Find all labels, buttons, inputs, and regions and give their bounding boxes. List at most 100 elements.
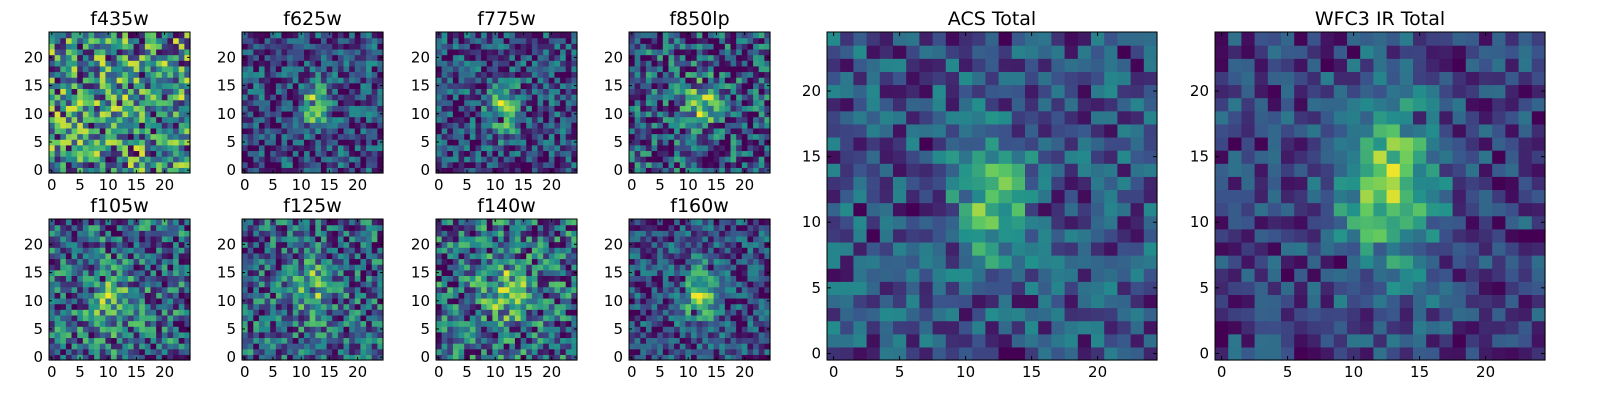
heatmap-cell <box>320 269 328 276</box>
heatmap-cell <box>247 264 254 271</box>
heatmap-cell <box>173 258 180 265</box>
heatmap-cell <box>105 224 112 231</box>
heatmap-cell <box>629 139 636 146</box>
heatmap-cell <box>679 139 686 146</box>
heatmap-cell <box>560 161 567 168</box>
heatmap-cell <box>116 292 123 299</box>
heatmap-cell <box>537 88 544 95</box>
heatmap-cell <box>54 348 61 355</box>
heatmap-cell <box>629 43 636 50</box>
heatmap-cell <box>371 235 378 243</box>
heatmap-cell <box>458 82 465 89</box>
heatmap-cell <box>741 303 749 310</box>
heatmap-cell <box>354 156 362 163</box>
heatmap-cell <box>298 82 305 89</box>
heatmap-cell <box>144 43 152 50</box>
heatmap-cell <box>349 60 356 67</box>
heatmap-cell <box>691 116 698 123</box>
heatmap-cell <box>366 219 373 226</box>
heatmap-cell <box>258 252 266 260</box>
heatmap-cell <box>275 133 283 140</box>
heatmap-cell <box>139 77 146 84</box>
heatmap-cell <box>679 110 686 118</box>
heatmap-cell <box>320 331 328 339</box>
heatmap-cell <box>65 71 73 78</box>
heatmap-cell <box>139 54 146 61</box>
heatmap-cell <box>65 286 73 293</box>
heatmap-cell <box>537 354 544 361</box>
heatmap-cell <box>554 303 561 310</box>
heatmap-cell <box>366 127 373 135</box>
heatmap-cell <box>88 247 95 254</box>
heatmap-cell <box>531 224 539 231</box>
heatmap-cell <box>503 116 510 123</box>
heatmap-cell <box>133 275 140 282</box>
heatmap-cell <box>371 99 378 106</box>
heatmap-cell <box>486 43 493 50</box>
heatmap-cell <box>662 156 670 163</box>
y-tick-label: 0 <box>33 161 43 179</box>
heatmap-cell <box>707 99 715 106</box>
heatmap-cell <box>452 139 460 146</box>
heatmap-cell <box>447 167 454 174</box>
heatmap-cell <box>111 269 118 276</box>
heatmap-cell <box>674 292 681 299</box>
heatmap-cell <box>475 230 482 237</box>
heatmap-cell <box>736 65 743 73</box>
heatmap-cell <box>65 281 73 288</box>
heatmap-cell <box>287 156 294 163</box>
heatmap-cell <box>764 292 771 299</box>
heatmap-cell <box>77 110 84 118</box>
heatmap-cell <box>275 161 283 168</box>
heatmap-cell <box>458 77 465 84</box>
heatmap-cell <box>724 82 732 89</box>
heatmap-cell <box>287 65 294 73</box>
heatmap-cell <box>309 99 316 106</box>
heatmap-cell <box>469 292 477 299</box>
heatmap-cell <box>332 269 339 276</box>
heatmap-cell <box>94 337 101 344</box>
heatmap-cell <box>287 150 294 157</box>
heatmap-cell <box>292 48 299 56</box>
heatmap-cell <box>116 337 123 344</box>
heatmap-cell <box>320 348 328 355</box>
heatmap-cell <box>60 82 67 89</box>
heatmap-cell <box>298 224 305 231</box>
heatmap-cell <box>133 71 140 78</box>
heatmap-cell <box>116 65 123 73</box>
heatmap-cell <box>736 303 743 310</box>
heatmap-cell <box>371 94 378 101</box>
heatmap-cell <box>94 77 101 84</box>
heatmap-cell <box>554 105 561 112</box>
heatmap-cell <box>332 133 339 140</box>
heatmap-cell <box>651 133 658 140</box>
heatmap-cell <box>629 161 636 168</box>
heatmap-cell <box>464 122 471 129</box>
heatmap-cell <box>464 219 471 226</box>
heatmap-cell <box>287 235 294 243</box>
heatmap-cell <box>741 105 749 112</box>
heatmap-cell <box>127 309 135 316</box>
heatmap-cell <box>144 99 152 106</box>
heatmap-cell <box>730 54 737 61</box>
heatmap-cell <box>509 43 516 50</box>
heatmap-cell <box>304 337 311 344</box>
heatmap-cell <box>475 224 482 231</box>
heatmap-cell <box>452 77 460 84</box>
heatmap-cell <box>377 230 384 237</box>
heatmap-cell <box>436 122 443 129</box>
heatmap-cell <box>662 60 670 67</box>
heatmap-cell <box>736 99 743 106</box>
heatmap-cell <box>77 303 84 310</box>
heatmap-cell <box>713 127 720 135</box>
heatmap-cell <box>537 348 544 355</box>
axes-frame <box>48 218 191 361</box>
heatmap-cell <box>360 264 367 271</box>
heatmap-cell <box>178 37 185 44</box>
heatmap-cell <box>724 286 732 293</box>
heatmap-cell <box>332 230 339 237</box>
heatmap-cell <box>366 71 373 78</box>
heatmap-cell <box>150 110 157 118</box>
heatmap-cell <box>503 320 510 327</box>
heatmap-cell <box>736 133 743 140</box>
